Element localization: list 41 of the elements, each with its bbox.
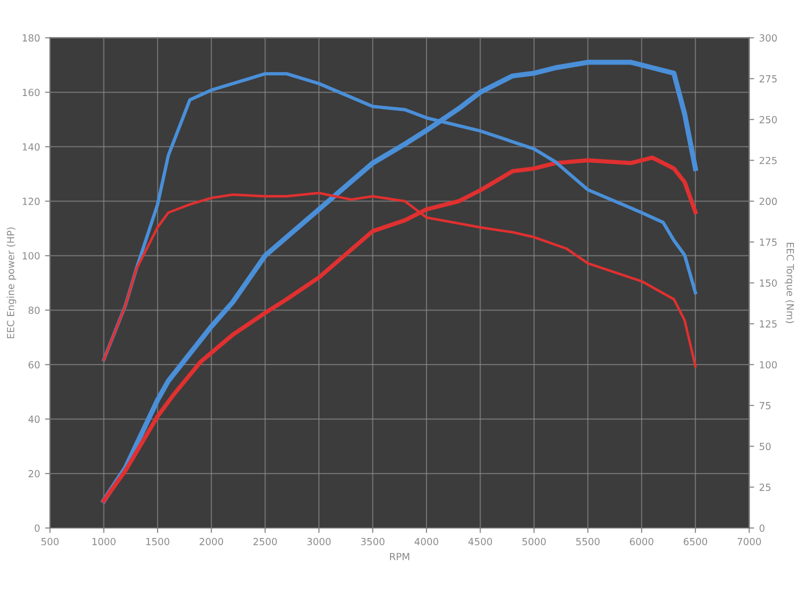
y2-tick-label: 125 — [760, 320, 777, 328]
y-tick-label: 160 — [22, 88, 40, 96]
x-tick-label: 3500 — [361, 538, 384, 546]
x-tick-label: 5000 — [522, 538, 546, 546]
x-tick-label: 6000 — [630, 538, 654, 546]
line-series — [102, 156, 698, 503]
y2-tick-label: 150 — [760, 279, 777, 287]
y-tick-label: 180 — [22, 34, 40, 42]
y-tick-label: 80 — [28, 306, 40, 314]
y2-tick-label: 225 — [760, 156, 777, 164]
y-tick-label: 120 — [22, 198, 40, 206]
y-tick-label: 0 — [34, 524, 40, 532]
y2-tick-label: 300 — [760, 34, 777, 42]
y2-tick-label: 100 — [760, 361, 777, 368]
y2-tick-label: 175 — [760, 238, 777, 246]
x-axis-title: RPM — [390, 552, 410, 560]
x-tick-label: 2500 — [253, 538, 277, 546]
y-tick-label: 100 — [22, 252, 40, 260]
x-tick-label: 4500 — [468, 538, 492, 546]
x-tick-label: 2000 — [200, 538, 224, 546]
x-tick-label: 4000 — [414, 538, 438, 546]
y-tick-label: 140 — [22, 143, 40, 151]
y2-tick-label: 25 — [760, 484, 770, 491]
x-tick-label: 5500 — [576, 538, 600, 546]
x-tick-label: 1500 — [146, 538, 170, 546]
x-tick-label: 3000 — [307, 538, 331, 546]
x-tick-label: 500 — [41, 538, 59, 546]
y2-tick-label: 75 — [760, 402, 770, 410]
y-tick-label: 60 — [28, 361, 40, 368]
x-tick-label: 1000 — [92, 538, 116, 546]
x-tick-label: 7000 — [738, 538, 761, 546]
y2-tick-label: 0 — [760, 524, 764, 532]
y2-tick-label: 275 — [760, 75, 777, 82]
y2-tick-label: 250 — [760, 116, 777, 124]
y2-tick-label: 200 — [760, 198, 777, 206]
x-tick-label: 6500 — [684, 538, 708, 546]
y2-axis-title: EEC Torque (Nm) — [784, 242, 794, 324]
y-axis-title: EEC Engine power (HP) — [6, 228, 16, 338]
y-tick-label: 40 — [28, 416, 40, 423]
y-tick-label: 20 — [28, 470, 40, 478]
y2-tick-label: 50 — [760, 442, 771, 450]
